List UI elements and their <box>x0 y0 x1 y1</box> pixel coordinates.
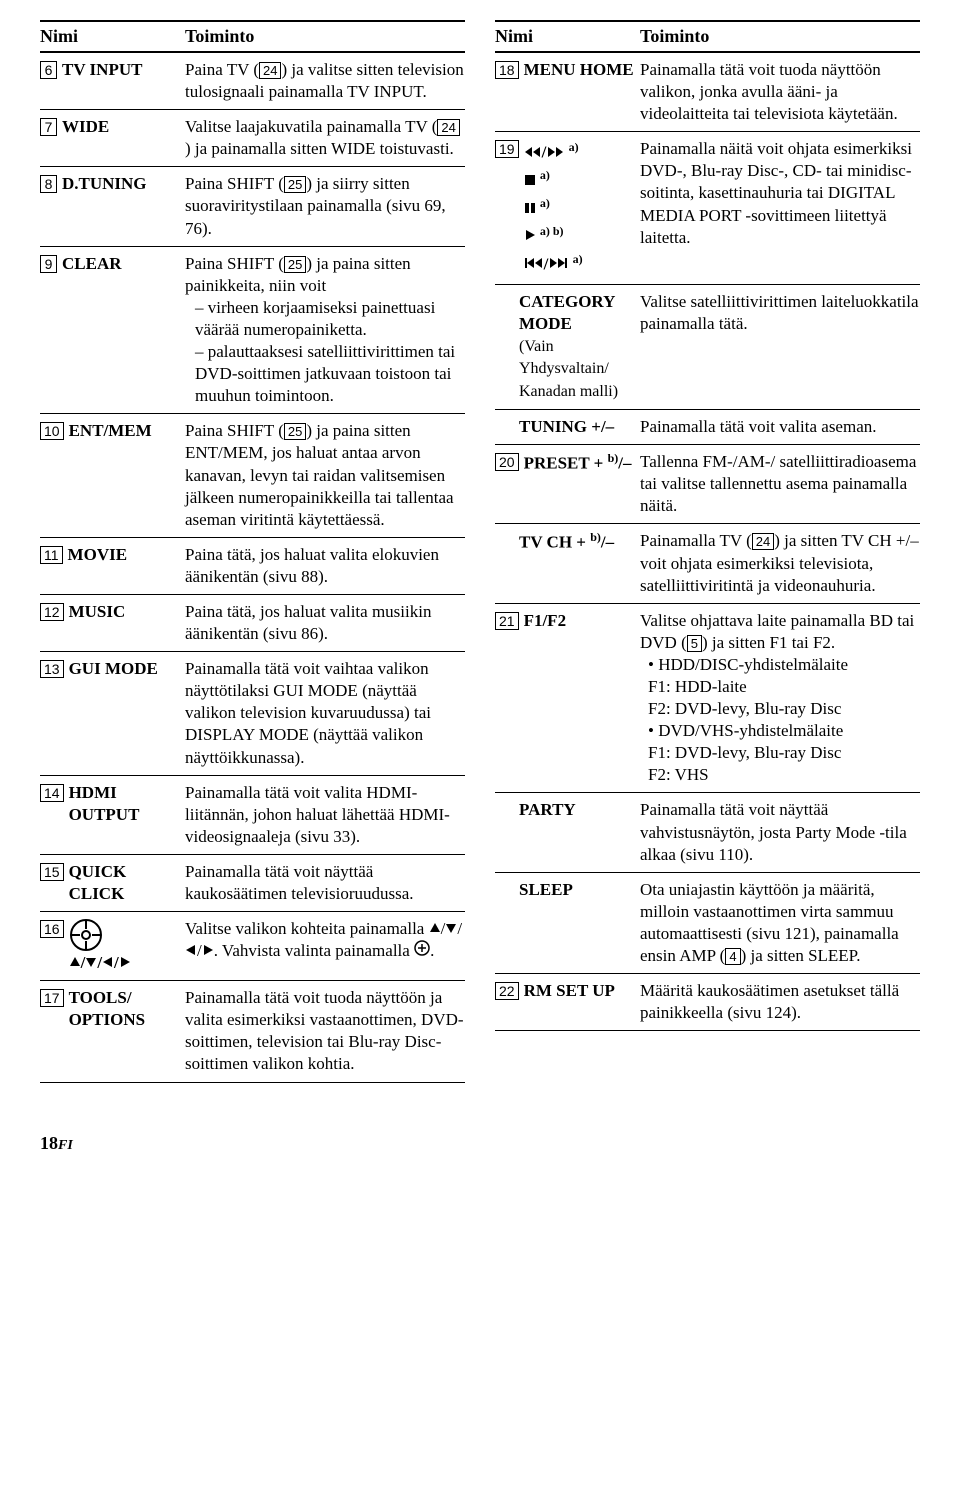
cell-func: Valitse laajakuvatila painamalla TV (24)… <box>185 116 465 160</box>
right-column: Nimi Toiminto 18MENU HOMEPainamalla tätä… <box>495 20 920 1083</box>
table-row: 6TV INPUTPaina TV (24) ja valitse sitten… <box>40 53 465 110</box>
header-name: Nimi <box>40 26 185 47</box>
cell-func: Tallenna FM-/AM-/ satelliittiradioasema … <box>640 451 920 517</box>
header-func: Toiminto <box>640 26 920 47</box>
table-row: 19/ a) a) a) a) b)/ a)Painamalla näitä v… <box>495 132 920 283</box>
cell-sub-name: CATEGORY MODE(Vain Yhdysvaltain/ Kanadan… <box>495 291 640 404</box>
cell-name: 17TOOLS/ OPTIONS <box>40 987 185 1075</box>
cell-func: Painamalla tätä voit tuoda näyttöön vali… <box>640 59 920 125</box>
cell-func: Painamalla tätä voit tuoda näyttöön ja v… <box>185 987 465 1075</box>
cell-func: Valitse valikon kohteita painamalla ///.… <box>185 918 465 974</box>
table-sub-row: TV CH + b)/–Painamalla TV (24) ja sitten… <box>495 523 920 603</box>
table-header-right: Nimi Toiminto <box>495 20 920 53</box>
table-row: 21F1/F2Valitse ohjattava laite painamall… <box>495 604 920 793</box>
cell-sub-name: TUNING +/– <box>495 416 640 438</box>
cell-name: 15QUICK CLICK <box>40 861 185 905</box>
left-column: Nimi Toiminto 6TV INPUTPaina TV (24) ja … <box>40 20 465 1083</box>
cell-name: 14HDMI OUTPUT <box>40 782 185 848</box>
cell-func: Valitse ohjattava laite painamalla BD ta… <box>640 610 920 787</box>
cell-name: 20PRESET + b)/– <box>495 451 640 517</box>
cell-func: Paina TV (24) ja valitse sitten televisi… <box>185 59 465 103</box>
page-container: Nimi Toiminto 6TV INPUTPaina TV (24) ja … <box>0 0 960 1123</box>
cell-func: Paina SHIFT (25) ja siirry sitten suorav… <box>185 173 465 239</box>
table-row: 11MOVIEPaina tätä, jos haluat valita elo… <box>40 538 465 595</box>
cell-name: 18MENU HOME <box>495 59 640 125</box>
cell-func: Paina SHIFT (25) ja paina sitten painikk… <box>185 253 465 408</box>
cell-name: 7WIDE <box>40 116 185 160</box>
cell-func: Paina tätä, jos haluat valita elokuvien … <box>185 544 465 588</box>
table-row: 20PRESET + b)/–Tallenna FM-/AM-/ satelli… <box>495 445 920 523</box>
table-header-left: Nimi Toiminto <box>40 20 465 53</box>
cell-name: 22RM SET UP <box>495 980 640 1024</box>
table-sub-row: PARTYPainamalla tätä voit näyttää vahvis… <box>495 792 920 872</box>
left-body: 6TV INPUTPaina TV (24) ja valitse sitten… <box>40 53 465 1083</box>
table-row: 15QUICK CLICKPainamalla tätä voit näyttä… <box>40 855 465 912</box>
cell-name: 21F1/F2 <box>495 610 640 787</box>
table-row: 18MENU HOMEPainamalla tätä voit tuoda nä… <box>495 53 920 132</box>
right-body: 18MENU HOMEPainamalla tätä voit tuoda nä… <box>495 53 920 1031</box>
table-sub-row: TUNING +/–Painamalla tätä voit valita as… <box>495 410 920 445</box>
cell-sub-func: Ota uniajastin käyttöön ja määritä, mill… <box>640 879 920 967</box>
table-row: 7WIDEValitse laajakuvatila painamalla TV… <box>40 110 465 167</box>
page-number: 18 <box>40 1133 58 1153</box>
cell-func: Paina SHIFT (25) ja paina sitten ENT/MEM… <box>185 420 465 530</box>
header-name: Nimi <box>495 26 640 47</box>
cell-func: Painamalla tätä voit näyttää kaukosäätim… <box>185 861 465 905</box>
table-sub-row: CATEGORY MODE(Vain Yhdysvaltain/ Kanadan… <box>495 284 920 411</box>
cell-sub-func: Painamalla TV (24) ja sitten TV CH +/– v… <box>640 530 920 596</box>
cell-func: Määritä kaukosäätimen asetukset tällä pa… <box>640 980 920 1024</box>
cell-sub-name: SLEEP <box>495 879 640 967</box>
cell-sub-name: PARTY <box>495 799 640 865</box>
cell-func: Paina tätä, jos haluat valita musiikin ä… <box>185 601 465 645</box>
table-row: 10ENT/MEMPaina SHIFT (25) ja paina sitte… <box>40 414 465 537</box>
cell-sub-func: Painamalla tätä voit valita aseman. <box>640 416 920 438</box>
cell-name: 8D.TUNING <box>40 173 185 239</box>
cell-func: Painamalla tätä voit vaihtaa valikon näy… <box>185 658 465 768</box>
cell-func: Painamalla tätä voit valita HDMI-liitänn… <box>185 782 465 848</box>
cell-sub-func: Painamalla tätä voit näyttää vahvistusnä… <box>640 799 920 865</box>
cell-sub-name: TV CH + b)/– <box>495 530 640 596</box>
cell-sub-func: Valitse satelliittivirittimen laiteluokk… <box>640 291 920 404</box>
cell-name: 19/ a) a) a) a) b)/ a) <box>495 138 640 277</box>
cell-name: 12MUSIC <box>40 601 185 645</box>
table-row: 17TOOLS/ OPTIONSPainamalla tätä voit tuo… <box>40 981 465 1082</box>
header-func: Toiminto <box>185 26 465 47</box>
table-row: 9CLEARPaina SHIFT (25) ja paina sitten p… <box>40 247 465 415</box>
cell-name: 6TV INPUT <box>40 59 185 103</box>
cell-name: 16/// <box>40 918 185 974</box>
cell-name: 9CLEAR <box>40 253 185 408</box>
table-row: 22RM SET UPMääritä kaukosäätimen asetuks… <box>495 974 920 1031</box>
table-sub-row: SLEEPOta uniajastin käyttöön ja määritä,… <box>495 873 920 974</box>
page-suffix: FI <box>58 1138 73 1153</box>
table-row: 8D.TUNINGPaina SHIFT (25) ja siirry sitt… <box>40 167 465 246</box>
cell-name: 10ENT/MEM <box>40 420 185 530</box>
table-row: 16///Valitse valikon kohteita painamalla… <box>40 912 465 981</box>
table-row: 13GUI MODEPainamalla tätä voit vaihtaa v… <box>40 652 465 775</box>
cell-name: 13GUI MODE <box>40 658 185 768</box>
cell-func: Painamalla näitä voit ohjata esimerkiksi… <box>640 138 920 277</box>
table-row: 12MUSICPaina tätä, jos haluat valita mus… <box>40 595 465 652</box>
cell-name: 11MOVIE <box>40 544 185 588</box>
page-footer: 18FI <box>0 1123 960 1164</box>
table-row: 14HDMI OUTPUTPainamalla tätä voit valita… <box>40 776 465 855</box>
